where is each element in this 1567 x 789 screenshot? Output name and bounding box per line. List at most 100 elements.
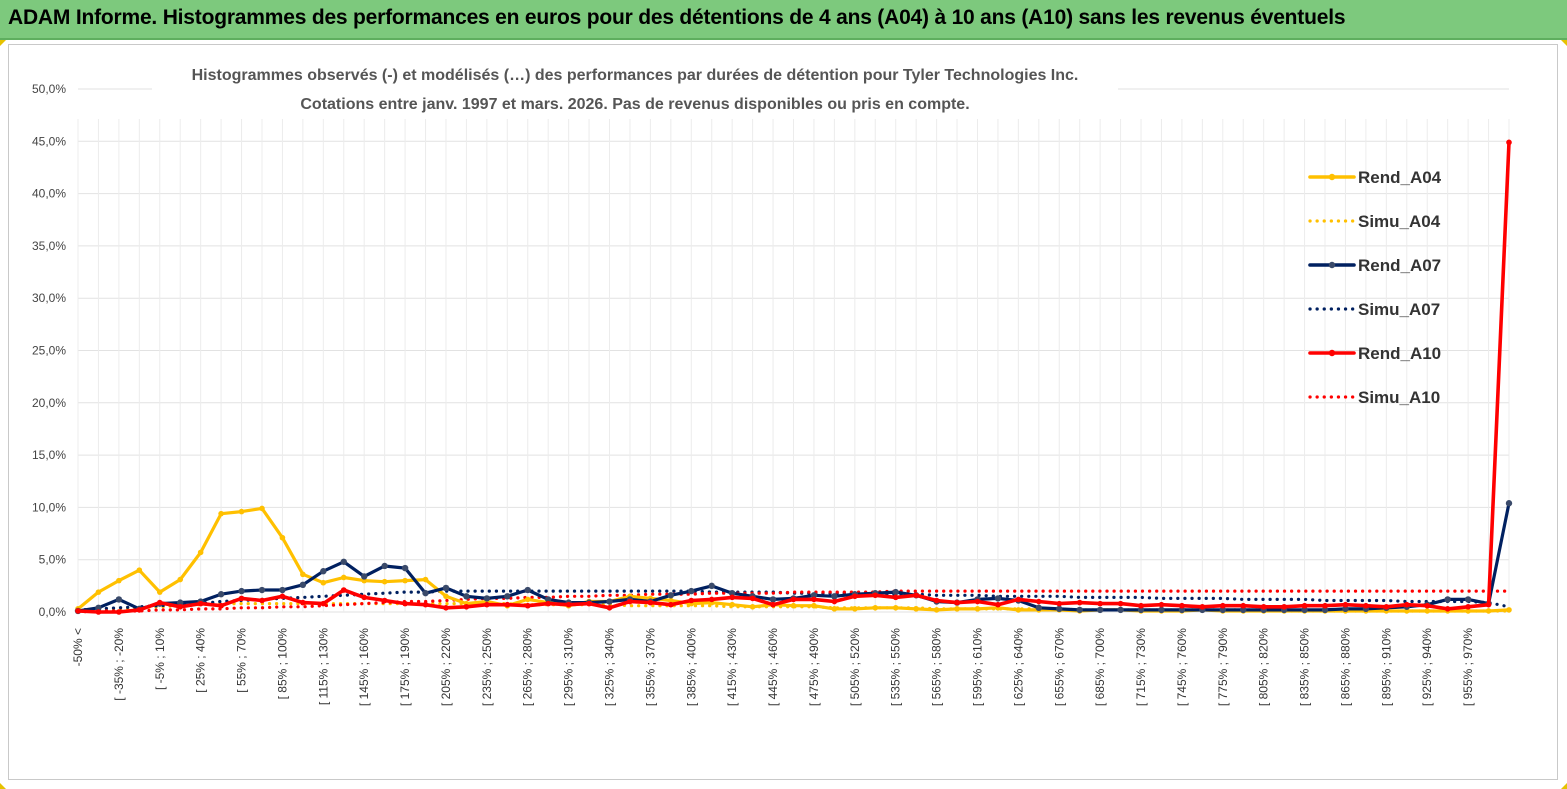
data-point-rend-a07 (258, 586, 266, 594)
corner-mark-bottom-left (0, 783, 6, 789)
chart-subtitle: Histogrammes observés (-) et modélisés (… (152, 60, 1118, 118)
x-tick-label: [ 775% ; 790% (1216, 628, 1230, 706)
x-tick-label: [ 955% ; 970% (1461, 628, 1475, 706)
x-tick-label: [ -5% ; 10% (153, 628, 167, 690)
data-point-rend-a07 (1342, 605, 1349, 613)
data-point-rend-a10 (1158, 601, 1165, 608)
x-tick-label: [ 175% ; 190% (398, 628, 412, 706)
data-point-rend-a10 (586, 600, 592, 607)
data-point-rend-a10 (872, 592, 879, 599)
data-point-rend-a10 (790, 596, 797, 603)
series-lines (74, 139, 1513, 615)
data-point-rend-a04 (974, 606, 981, 612)
data-point-rend-a10 (811, 596, 817, 603)
data-point-rend-a10 (565, 601, 572, 608)
data-point-rend-a10 (1281, 603, 1287, 610)
data-point-rend-a10 (484, 601, 490, 608)
data-point-rend-a10 (1076, 599, 1083, 606)
data-point-rend-a10 (1117, 600, 1124, 607)
data-point-rend-a04 (831, 606, 838, 612)
data-point-rend-a10 (708, 596, 715, 603)
data-point-rend-a04 (1424, 608, 1431, 614)
data-point-rend-a04 (300, 571, 306, 578)
data-point-rend-a07 (708, 582, 715, 590)
data-point-rend-a10 (1301, 602, 1308, 609)
data-point-rend-a07 (1301, 606, 1308, 614)
data-point-rend-a07 (606, 598, 613, 605)
data-point-rend-a10 (545, 600, 551, 607)
y-tick-label: 25,0% (32, 344, 66, 358)
data-point-rend-a07 (1219, 606, 1227, 614)
legend-label-rend-a10: Rend_A10 (1358, 344, 1441, 363)
data-point-rend-a10 (688, 597, 695, 604)
data-point-rend-a04 (381, 578, 388, 585)
x-tick-label: [ 415% ; 430% (725, 628, 739, 706)
x-tick-label: [ 445% ; 460% (766, 628, 780, 706)
legend-label-rend-a07: Rend_A07 (1358, 256, 1441, 275)
data-point-rend-a07 (688, 587, 695, 595)
data-point-rend-a10 (668, 601, 674, 608)
corner-mark-top-right (1561, 40, 1567, 46)
x-tick-label: [ 745% ; 760% (1175, 628, 1189, 706)
data-point-rend-a10 (974, 598, 981, 605)
data-point-rend-a07 (320, 568, 327, 575)
x-tick-label: [ 625% ; 640% (1011, 628, 1025, 706)
data-point-rend-a10 (95, 609, 102, 615)
data-point-rend-a07 (115, 596, 123, 603)
data-point-rend-a10 (1465, 603, 1471, 610)
subtitle-background (152, 60, 1118, 118)
x-tick-label: [ 325% ; 340% (603, 628, 617, 706)
subtitle-line-2: Cotations entre janv. 1997 et mars. 2026… (300, 96, 969, 113)
y-tick-label: 15,0% (32, 448, 66, 462)
data-point-rend-a10 (75, 608, 81, 614)
data-point-rend-a04 (340, 574, 347, 581)
data-point-rend-a10 (136, 607, 143, 613)
data-point-rend-a10 (892, 594, 899, 601)
data-point-rend-a04 (852, 606, 858, 612)
data-point-rend-a07 (361, 573, 368, 580)
data-point-rend-a04 (1015, 607, 1022, 613)
data-point-rend-a07 (504, 593, 511, 600)
x-tick-label: [ 235% ; 250% (480, 628, 494, 706)
data-point-rend-a07 (483, 595, 491, 602)
corner-mark-bottom-right (1561, 783, 1567, 789)
data-point-rend-a10 (1056, 600, 1063, 607)
data-point-rend-a07 (442, 584, 450, 592)
x-tick-label: [ 55% ; 70% (235, 628, 249, 693)
data-point-rend-a10 (770, 601, 776, 608)
x-tick-label: [ 715% ; 730% (1134, 628, 1148, 706)
data-point-rend-a04 (872, 605, 879, 611)
data-point-rend-a10 (1260, 603, 1267, 610)
data-point-rend-a07 (667, 592, 675, 599)
data-point-rend-a04 (1485, 608, 1492, 614)
series-line-simu-a10 (76, 589, 1511, 614)
data-point-rend-a04 (443, 593, 449, 600)
data-point-rend-a10 (831, 598, 838, 605)
data-point-rend-a10 (422, 601, 429, 608)
x-tick-label: [ 205% ; 220% (439, 628, 453, 706)
x-tick-label: [ 505% ; 520% (848, 628, 862, 706)
data-point-rend-a04 (954, 606, 960, 612)
data-point-rend-a04 (197, 549, 204, 556)
data-point-rend-a10 (279, 593, 286, 600)
x-tick-label: [ 895% ; 910% (1379, 628, 1393, 706)
data-point-rend-a04 (933, 607, 940, 613)
data-point-rend-a10 (852, 593, 858, 600)
data-point-rend-a07 (463, 593, 470, 600)
data-point-rend-a10 (647, 599, 654, 606)
data-point-rend-a07 (1076, 606, 1083, 614)
data-point-rend-a10 (1036, 598, 1042, 605)
data-point-rend-a04 (116, 577, 122, 584)
data-point-rend-a07 (1035, 604, 1043, 612)
subtitle-line-1: Histogrammes observés (-) et modélisés (… (192, 67, 1079, 84)
data-point-rend-a10 (320, 600, 327, 607)
x-tick-label: [ 535% ; 550% (889, 628, 903, 706)
data-point-rend-a10 (1097, 600, 1103, 607)
x-tick-label: [ 85% ; 100% (275, 628, 289, 700)
corner-mark-top-left (0, 40, 6, 46)
data-point-rend-a04 (668, 597, 674, 604)
legend-label-simu-a04: Simu_A04 (1358, 212, 1441, 231)
data-point-rend-a10 (443, 605, 449, 611)
data-point-rend-a07 (728, 589, 736, 597)
